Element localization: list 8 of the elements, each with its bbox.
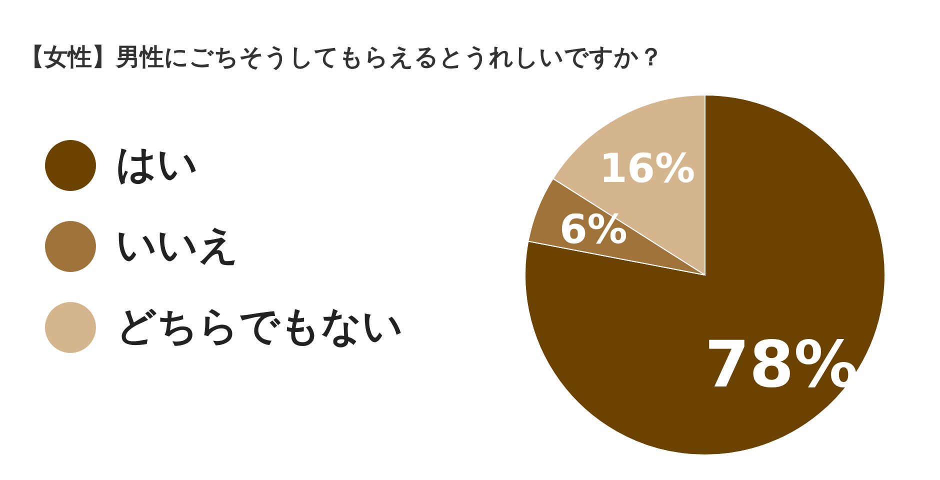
data-label: 16% — [599, 146, 696, 192]
legend-label: いいえ — [116, 222, 239, 268]
pie-slice — [524, 94, 886, 456]
legend-label: どちらでもない — [116, 304, 403, 350]
chart-title: 【女性】男性にごちそうしてもらえるとうれしいですか？ — [20, 43, 663, 71]
legend-label: はい — [116, 142, 198, 188]
data-label: 78% — [704, 328, 858, 402]
data-label: 6% — [559, 206, 628, 253]
